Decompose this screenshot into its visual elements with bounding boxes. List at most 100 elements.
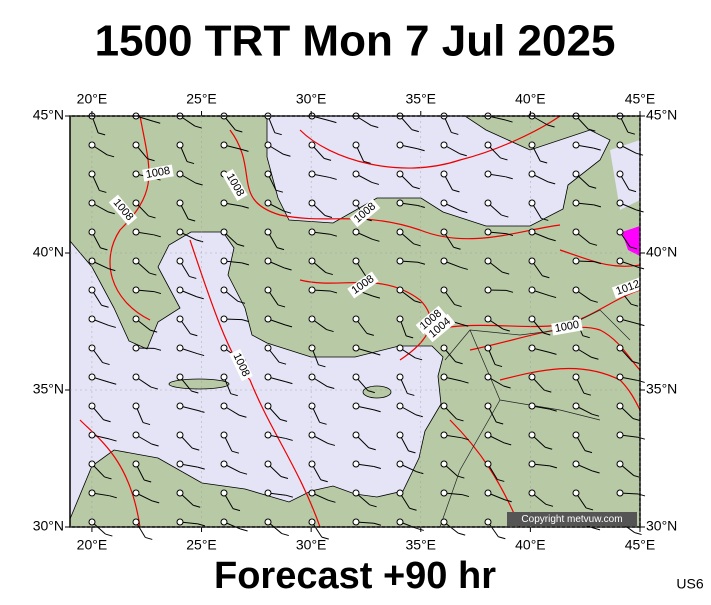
station: [617, 403, 623, 409]
station: [485, 316, 491, 322]
station: [353, 490, 359, 496]
station: [485, 519, 491, 525]
station: [177, 200, 183, 206]
station: [177, 142, 183, 148]
station: [177, 461, 183, 467]
station: [617, 200, 623, 206]
station: [221, 374, 227, 380]
station: [485, 432, 491, 438]
station: [485, 258, 491, 264]
station: [265, 229, 271, 235]
station: [485, 171, 491, 177]
station: [441, 432, 447, 438]
station: [177, 287, 183, 293]
station: [309, 229, 315, 235]
station: [309, 490, 315, 496]
station: [309, 316, 315, 322]
station: [529, 374, 535, 380]
station: [617, 171, 623, 177]
station: [441, 171, 447, 177]
station: [441, 287, 447, 293]
station: [397, 142, 403, 148]
lon-label: 25°E: [186, 91, 217, 107]
station: [485, 461, 491, 467]
station: [529, 490, 535, 496]
lat-label: 40°N: [646, 244, 677, 260]
station: [617, 345, 623, 351]
cyprus: [363, 386, 391, 398]
station: [133, 316, 139, 322]
station: [397, 490, 403, 496]
lon-label: 30°E: [296, 537, 327, 553]
station: [177, 490, 183, 496]
station: [221, 345, 227, 351]
station: [529, 287, 535, 293]
station: [529, 142, 535, 148]
station: [265, 461, 271, 467]
station: [617, 432, 623, 438]
station: [617, 461, 623, 467]
station: [221, 316, 227, 322]
station: [221, 287, 227, 293]
station: [177, 403, 183, 409]
station: [529, 200, 535, 206]
station: [353, 374, 359, 380]
station: [529, 345, 535, 351]
model-code: US6: [676, 576, 703, 592]
station: [133, 403, 139, 409]
station: [529, 316, 535, 322]
lon-label: 45°E: [625, 537, 656, 553]
station: [529, 403, 535, 409]
station: [221, 403, 227, 409]
station: [265, 171, 271, 177]
station: [177, 519, 183, 525]
station: [133, 490, 139, 496]
station: [221, 432, 227, 438]
station: [441, 345, 447, 351]
station: [177, 432, 183, 438]
station: [177, 345, 183, 351]
station: [221, 142, 227, 148]
station: [309, 287, 315, 293]
title: 1500 TRT Mon 7 Jul 2025: [95, 17, 616, 66]
station: [221, 258, 227, 264]
station: [485, 490, 491, 496]
lon-label: 35°E: [406, 537, 437, 553]
lon-label: 30°E: [296, 91, 327, 107]
station: [353, 403, 359, 409]
station: [133, 461, 139, 467]
station: [353, 519, 359, 525]
station: [397, 316, 403, 322]
station: [441, 490, 447, 496]
station: [309, 345, 315, 351]
station: [441, 142, 447, 148]
station: [529, 432, 535, 438]
station: [397, 432, 403, 438]
station: [397, 229, 403, 235]
station: [177, 258, 183, 264]
station: [221, 229, 227, 235]
lon-label: 45°E: [625, 91, 656, 107]
station: [309, 200, 315, 206]
station: [617, 316, 623, 322]
station: [397, 258, 403, 264]
station: [133, 287, 139, 293]
lon-label: 40°E: [515, 537, 546, 553]
station: [353, 200, 359, 206]
station: [221, 519, 227, 525]
station: [133, 171, 139, 177]
station: [617, 258, 623, 264]
station: [529, 229, 535, 235]
station: [309, 171, 315, 177]
station: [441, 258, 447, 264]
station: [133, 229, 139, 235]
lon-label: 40°E: [515, 91, 546, 107]
station: [177, 229, 183, 235]
lon-label: 20°E: [77, 91, 108, 107]
station: [265, 374, 271, 380]
station: [221, 490, 227, 496]
lat-label: 30°N: [33, 518, 64, 534]
lon-label: 20°E: [77, 537, 108, 553]
station: [133, 258, 139, 264]
